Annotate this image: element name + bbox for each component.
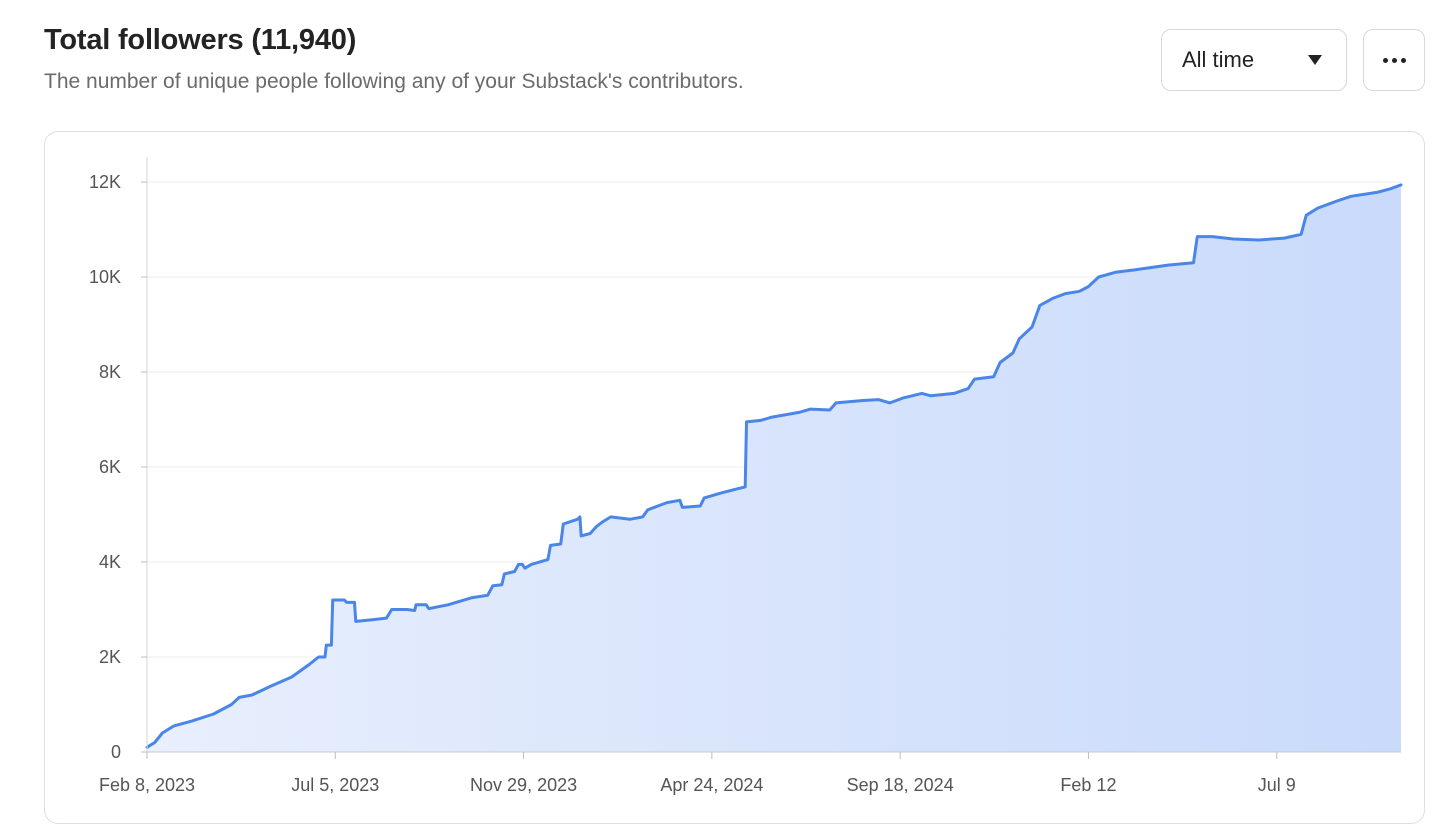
- followers-series-line: [145, 183, 1403, 749]
- x-tick-label-1: Jul 5, 2023: [291, 775, 379, 795]
- x-tick-label-6: Jul 9: [1258, 775, 1296, 795]
- time-range-select[interactable]: All time: [1161, 29, 1347, 91]
- y-tick-label-0: 0: [111, 742, 121, 762]
- followers-area-fill: [147, 184, 1401, 752]
- y-tick-label-1: 2K: [99, 647, 121, 667]
- y-tick-label-2: 4K: [99, 552, 121, 572]
- time-range-label: All time: [1182, 47, 1255, 72]
- y-tick-label-3: 6K: [99, 457, 121, 477]
- x-tick-label-2: Nov 29, 2023: [470, 775, 577, 795]
- page-subtitle: The number of unique people following an…: [44, 70, 744, 93]
- y-tick-label-6: 12K: [89, 172, 121, 192]
- more-options-button[interactable]: [1363, 29, 1425, 91]
- y-tick-label-4: 8K: [99, 362, 121, 382]
- x-tick-label-0: Feb 8, 2023: [99, 775, 195, 795]
- y-tick-label-5: 10K: [89, 267, 121, 287]
- x-tick-label-4: Sep 18, 2024: [847, 775, 954, 795]
- x-tick-label-3: Apr 24, 2024: [660, 775, 763, 795]
- page-title: Total followers (11,940): [44, 24, 357, 56]
- followers-area-chart: 0 2K 4K 6K 8K 10K 12K Feb 8, 2023 Jul 5, 2023 No…: [89, 157, 1403, 795]
- chart-card: 0 2K 4K 6K 8K 10K 12K Feb 8, 2023 Jul 5, 2023 No…: [44, 131, 1425, 824]
- x-tick-label-5: Feb 12: [1060, 775, 1116, 795]
- caret-down-icon: [1308, 55, 1322, 65]
